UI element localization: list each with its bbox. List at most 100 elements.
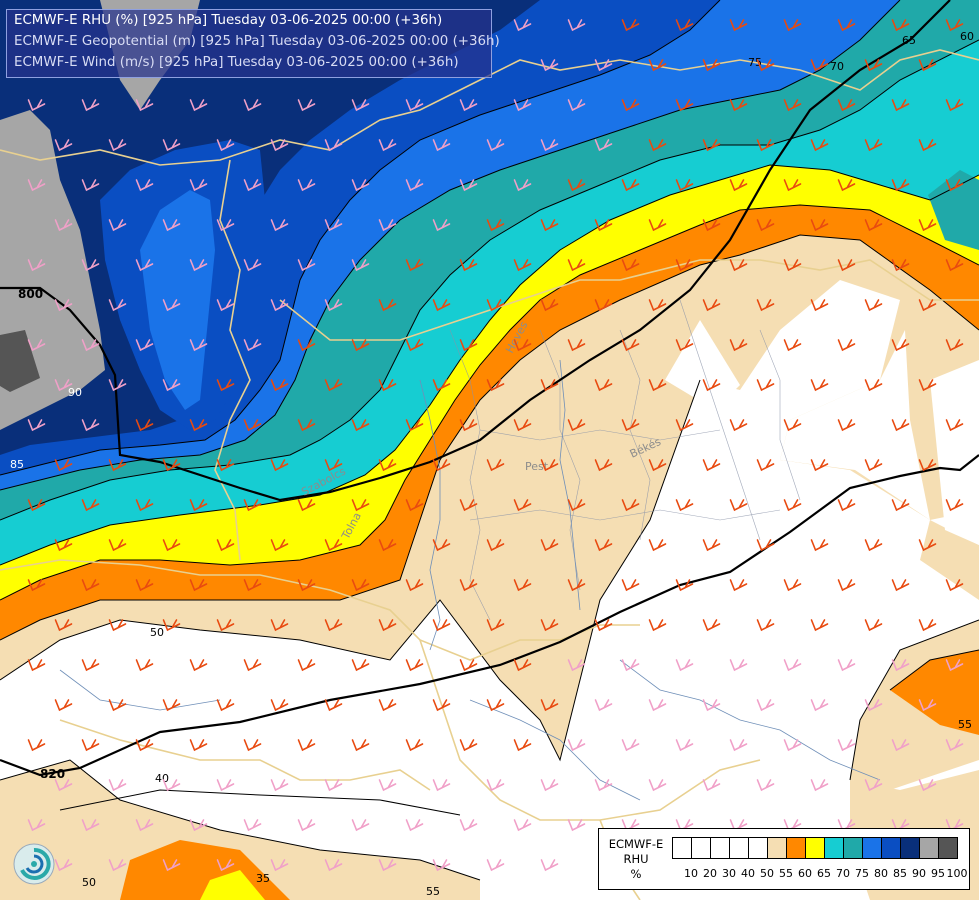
- wind-barb: [486, 139, 505, 152]
- wind-barb: [297, 419, 316, 432]
- wind-barb: [567, 99, 586, 112]
- wind-barb: [297, 659, 316, 672]
- wind-barb: [810, 619, 829, 632]
- wind-barb: [675, 99, 694, 112]
- wind-barb: [945, 179, 964, 192]
- wind-barb: [513, 99, 532, 112]
- wind-barb: [567, 19, 586, 32]
- wind-barb: [135, 99, 154, 112]
- map-title-panel: ECMWF-E RHU (%) [925 hPa] Tuesday 03-06-…: [6, 9, 500, 78]
- wind-barb: [837, 99, 856, 112]
- wind-barb: [486, 619, 505, 632]
- rhu-band-60-65-south: [200, 870, 265, 900]
- wind-barb: [675, 179, 694, 192]
- wind-barb: [432, 299, 451, 312]
- wind-barb: [432, 459, 451, 472]
- wind-barb: [243, 659, 262, 672]
- wind-barb: [378, 379, 397, 392]
- wind-barb: [297, 99, 316, 112]
- wind-barb: [135, 659, 154, 672]
- wind-barb: [837, 179, 856, 192]
- wind-barb: [459, 579, 478, 592]
- wind-barb: [27, 339, 46, 352]
- wind-barb: [945, 579, 964, 592]
- wind-barb: [702, 619, 721, 632]
- wind-barb: [810, 139, 829, 152]
- wind-barb: [945, 99, 964, 112]
- wind-barb: [729, 179, 748, 192]
- legend-tick-label: 50: [760, 867, 774, 880]
- wind-barb: [891, 179, 910, 192]
- wind-barb: [891, 739, 910, 752]
- wind-barb: [351, 419, 370, 432]
- wind-barb: [567, 419, 586, 432]
- rhu-pocket-white-3: [930, 360, 979, 545]
- wind-barb: [864, 619, 883, 632]
- wind-barb: [621, 499, 640, 512]
- wind-barb: [27, 99, 46, 112]
- wind-barb: [810, 459, 829, 472]
- wind-barb: [216, 779, 235, 792]
- wind-barb: [783, 659, 802, 672]
- wind-barb: [783, 739, 802, 752]
- wind-barb: [486, 219, 505, 232]
- geopotential-label-820: 820: [40, 767, 65, 781]
- wind-barb: [540, 539, 559, 552]
- wind-barb: [81, 659, 100, 672]
- wind-barb: [108, 699, 127, 712]
- wind-barb: [918, 459, 937, 472]
- wind-barb: [405, 819, 424, 832]
- wind-barb: [108, 539, 127, 552]
- wind-barb: [324, 619, 343, 632]
- wind-barb: [918, 59, 937, 72]
- wind-barb: [54, 299, 73, 312]
- wind-barb: [918, 219, 937, 232]
- rhu-band-65-70-east: [928, 170, 979, 250]
- legend-tick-label: 10: [684, 867, 698, 880]
- wind-barb: [432, 219, 451, 232]
- wind-barb: [594, 139, 613, 152]
- wind-barb: [675, 419, 694, 432]
- title-wind: ECMWF-E Wind (m/s) [925 hPa] Tuesday 03-…: [14, 55, 459, 70]
- wind-barb: [621, 339, 640, 352]
- wind-barb: [756, 699, 775, 712]
- wind-barb: [324, 539, 343, 552]
- wind-barb: [783, 579, 802, 592]
- wind-barb: [378, 459, 397, 472]
- wind-barb: [756, 459, 775, 472]
- wind-barb: [189, 659, 208, 672]
- legend-tick-label: 90: [912, 867, 926, 880]
- wind-barb: [675, 339, 694, 352]
- wind-barb: [729, 19, 748, 32]
- wind-barb: [324, 859, 343, 872]
- wind-barb: [54, 859, 73, 872]
- wind-barb: [756, 779, 775, 792]
- rivers: [59, 359, 881, 801]
- wind-barb: [486, 379, 505, 392]
- rhu-pocket-white-1: [665, 320, 740, 410]
- legend-tick-label: 70: [836, 867, 850, 880]
- title-geopotential: ECMWF-E Geopotential (m) [925 hPa] Tuesd…: [14, 34, 500, 49]
- legend-tick-label: 75: [855, 867, 869, 880]
- wind-barb: [783, 19, 802, 32]
- wind-barb: [864, 379, 883, 392]
- wind-barb: [675, 499, 694, 512]
- legend-variable: RHU: [623, 852, 649, 866]
- wind-barb: [351, 659, 370, 672]
- wind-barb: [891, 259, 910, 272]
- wind-barb: [513, 259, 532, 272]
- wind-barb: [864, 139, 883, 152]
- wind-barb: [432, 699, 451, 712]
- legend-swatch: [691, 837, 711, 859]
- wind-barb: [108, 779, 127, 792]
- wind-barb: [675, 579, 694, 592]
- wind-barb: [594, 459, 613, 472]
- wind-barb: [918, 699, 937, 712]
- wind-barb: [270, 219, 289, 232]
- wind-barb: [162, 379, 181, 392]
- wind-barb: [243, 819, 262, 832]
- wind-barb: [81, 739, 100, 752]
- wind-barb: [81, 339, 100, 352]
- wind-barb: [540, 219, 559, 232]
